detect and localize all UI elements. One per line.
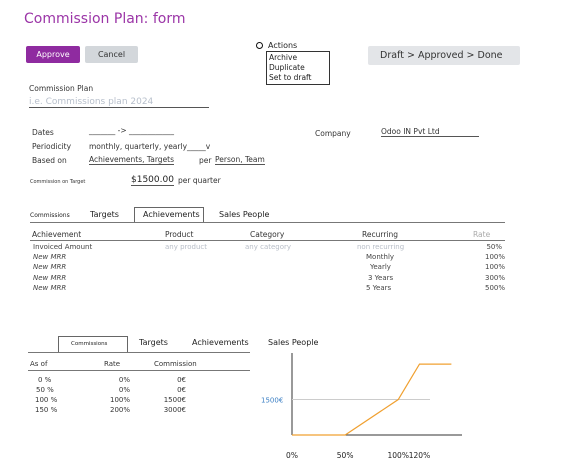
comm-header-divider — [28, 370, 250, 371]
comm-row-4-asof[interactable]: 150 % — [35, 406, 58, 414]
table-row-2-recurring[interactable]: Monthly — [366, 253, 395, 261]
tab-active-frame — [134, 207, 204, 223]
comm-row-1-commission[interactable]: 0€ — [177, 376, 186, 384]
action-duplicate[interactable]: Duplicate — [269, 63, 305, 72]
comm-row-3-asof[interactable]: 100 % — [35, 396, 58, 404]
table-row-5-rate[interactable]: 500% — [484, 284, 505, 292]
col-recurring: Recurring — [362, 230, 398, 239]
cancel-button[interactable]: Cancel — [85, 46, 138, 63]
table-row-2-rate[interactable]: 100% — [484, 253, 505, 261]
action-archive[interactable]: Archive — [269, 53, 298, 62]
company-label: Company — [315, 129, 351, 138]
action-set-to-draft[interactable]: Set to draft — [269, 73, 312, 82]
company-field[interactable]: Odoo IN Pvt Ltd — [381, 127, 479, 137]
table-row-1-product[interactable]: any product — [165, 243, 208, 251]
tab-sales-people[interactable]: Sales People — [219, 210, 270, 219]
col-achievement: Achievement — [32, 230, 82, 239]
table-row-1-achievement[interactable]: Invoiced Amount — [33, 243, 93, 251]
chart-x-tick-label: 50% — [337, 451, 354, 460]
col-commission: Commission — [154, 360, 197, 368]
comm-row-2-asof[interactable]: 50 % — [36, 386, 54, 394]
tabs2-divider — [28, 352, 250, 353]
col-rate2: Rate — [104, 360, 121, 368]
plan-name-input[interactable]: i.e. Commissions plan 2024 — [29, 97, 209, 108]
chart-series-line — [292, 363, 452, 436]
actions-radio-icon[interactable] — [256, 42, 263, 49]
table-row-1-recurring[interactable]: non recurring — [357, 243, 405, 251]
tab-commissions[interactable]: Commissions — [30, 212, 70, 219]
col-rate: Rate — [473, 230, 491, 239]
tabs-divider — [30, 222, 505, 223]
target-input[interactable]: $1500.00 — [131, 175, 174, 186]
tab2-active-frame — [58, 336, 128, 353]
target-label: Commission on Target — [30, 179, 86, 185]
page-title: Commission Plan: form — [24, 11, 186, 27]
chart-reference-label: 1500€ — [261, 397, 283, 405]
col-as-of: As of — [30, 360, 48, 368]
table-row-4-recurring[interactable]: 3 Years — [368, 274, 394, 282]
comm-row-1-asof[interactable]: 0 % — [38, 376, 52, 384]
table-row-3-rate[interactable]: 100% — [484, 263, 505, 271]
tab2-commissions[interactable]: Commissions — [71, 341, 108, 347]
comm-row-2-commission[interactable]: 0€ — [177, 386, 186, 394]
table-row-3-achievement[interactable]: New MRR — [33, 263, 67, 271]
col-product: Product — [165, 230, 194, 239]
chart-x-tick-label: 0% — [286, 451, 298, 460]
comm-row-4-commission[interactable]: 3000€ — [163, 406, 186, 414]
comm-row-4-rate[interactable]: 200% — [109, 406, 130, 414]
chart-x-tick-label: 120% — [409, 451, 430, 460]
comm-row-3-commission[interactable]: 1500€ — [163, 396, 186, 404]
comm-row-3-rate[interactable]: 100% — [109, 396, 130, 404]
table-header-divider — [30, 240, 505, 241]
tab-targets[interactable]: Targets — [90, 210, 119, 219]
per-label: per — [199, 156, 212, 165]
table-row-5-achievement[interactable]: New MRR — [33, 284, 67, 292]
tab-achievements[interactable]: Achievements — [143, 210, 200, 219]
table-row-4-rate[interactable]: 300% — [484, 274, 505, 282]
status-bar[interactable]: Draft > Approved > Done — [368, 46, 520, 65]
comm-row-2-rate[interactable]: 0% — [118, 386, 130, 394]
dates-label: Dates — [32, 128, 54, 137]
commission-chart: 1500€ 0% 50% 100% 120% — [261, 353, 462, 460]
table-row-1-rate[interactable]: 50% — [486, 243, 502, 251]
tab2-targets[interactable]: Targets — [139, 338, 168, 347]
actions-dropdown: Archive Duplicate Set to draft — [266, 51, 330, 85]
table-row-2-achievement[interactable]: New MRR — [33, 253, 67, 261]
periodicity-label: Periodicity — [32, 142, 72, 151]
table-row-1-category[interactable]: any category — [245, 243, 292, 251]
actions-menu-label[interactable]: Actions — [268, 41, 298, 50]
based-on-label: Based on — [32, 156, 67, 165]
periodicity-select[interactable]: monthly, quarterly, yearly_____v — [89, 142, 211, 151]
chart-x-tick-label: 100% — [388, 451, 409, 460]
approve-button[interactable]: Approve — [26, 46, 80, 63]
tab2-achievements[interactable]: Achievements — [192, 338, 249, 347]
table-row-5-recurring[interactable]: 5 Years — [366, 284, 392, 292]
tab2-sales-people[interactable]: Sales People — [268, 338, 319, 347]
col-category: Category — [250, 230, 285, 239]
plan-label: Commission Plan — [29, 84, 94, 93]
per-field[interactable]: Person, Team — [215, 155, 265, 165]
table-row-3-recurring[interactable]: Yearly — [370, 263, 391, 271]
dates-input[interactable]: _______ -> ____________ — [89, 126, 175, 135]
based-on-field[interactable]: Achievements, Targets — [89, 155, 175, 165]
table-row-4-achievement[interactable]: New MRR — [33, 274, 67, 282]
target-suffix: per quarter — [178, 176, 221, 185]
comm-row-1-rate[interactable]: 0% — [118, 376, 130, 384]
